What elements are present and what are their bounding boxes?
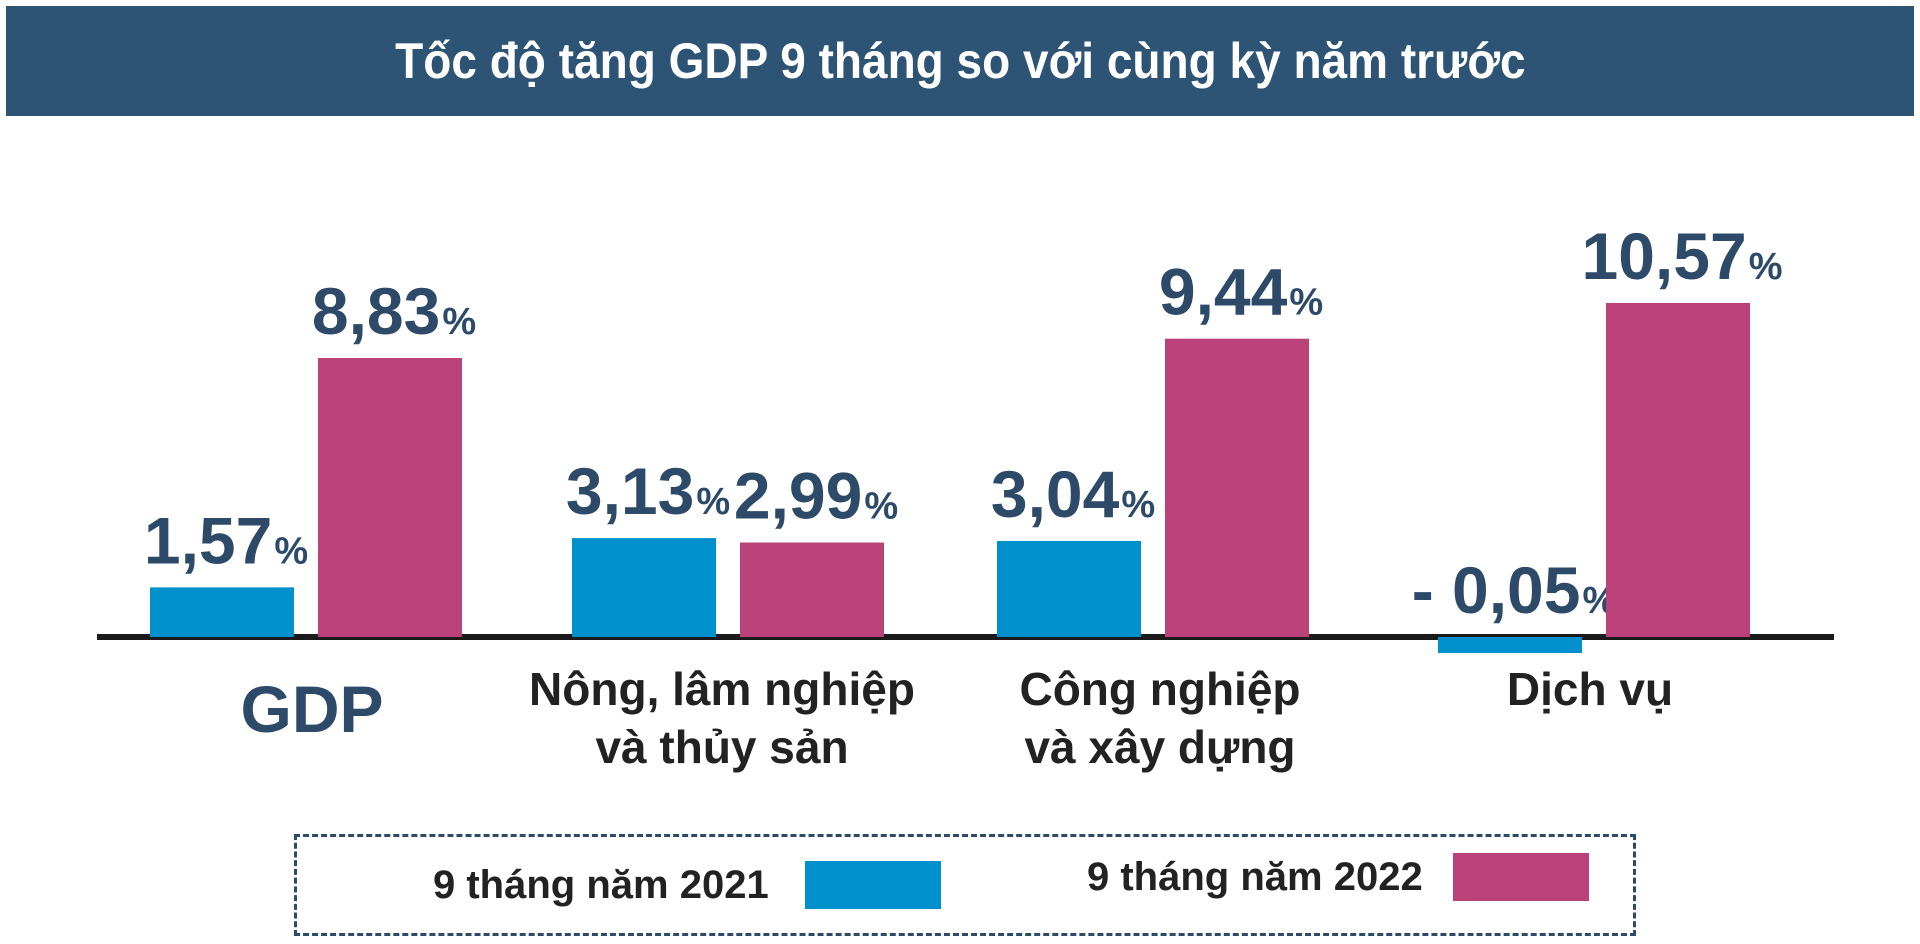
legend-swatch-2022 [1452,853,1589,901]
bar-9-thang-nam-2021-nong-lam-nghiep-va-thuy-san [572,538,716,637]
bar-9-thang-nam-2022-dich-vu [1606,302,1750,637]
data-label-9-thang-nam-2021-nong-lam-nghiep-va-thuy-san: 3,13% [566,454,730,528]
legend-label-2021: 9 tháng năm 2021 [433,862,769,907]
category-label-dich-vu: Dịch vụ [1507,663,1673,715]
data-label-9-thang-nam-2022-nong-lam-nghiep-va-thuy-san: 2,99% [734,459,898,533]
data-label-9-thang-nam-2022-cong-nghiep-va-xay-dung: 9,44% [1159,255,1323,329]
category-label-gdp: GDP [240,672,383,746]
bar-9-thang-nam-2022-cong-nghiep-va-xay-dung [1165,338,1309,637]
data-label-9-thang-nam-2022-dich-vu: 10,57% [1582,219,1783,293]
bar-9-thang-nam-2022-gdp [318,357,462,637]
bar-9-thang-nam-2021-cong-nghiep-va-xay-dung [997,540,1141,637]
category-label-nong-lam-nghiep-va-thuy-san: Nông, lâm nghiệp và thủy sản [529,663,915,773]
category-label-cong-nghiep-va-xay-dung: Công nghiệp và xây dựng [1019,663,1300,773]
data-label-9-thang-nam-2021-gdp: 1,57% [144,503,308,577]
data-label-9-thang-nam-2021-cong-nghiep-va-xay-dung: 3,04% [991,457,1155,531]
legend-item-2021: 9 tháng năm 2021 [433,861,941,909]
data-label-9-thang-nam-2022-gdp: 8,83% [312,274,476,348]
legend: 9 tháng năm 2021 9 tháng năm 2022 [294,834,1636,936]
title-bar: Tốc độ tăng GDP 9 tháng so với cùng kỳ n… [6,6,1914,116]
legend-item-2022: 9 tháng năm 2022 [1087,853,1589,901]
legend-label-2022: 9 tháng năm 2022 [1087,854,1423,899]
chart-title: Tốc độ tăng GDP 9 tháng so với cùng kỳ n… [394,33,1526,89]
bar-9-thang-nam-2022-nong-lam-nghiep-va-thuy-san [740,542,884,637]
bar-9-thang-nam-2021-dich-vu [1438,637,1582,653]
bar-9-thang-nam-2021-gdp [150,587,294,637]
legend-swatch-2021 [804,861,941,909]
data-label-9-thang-nam-2021-dich-vu: - 0,05% [1412,553,1617,627]
